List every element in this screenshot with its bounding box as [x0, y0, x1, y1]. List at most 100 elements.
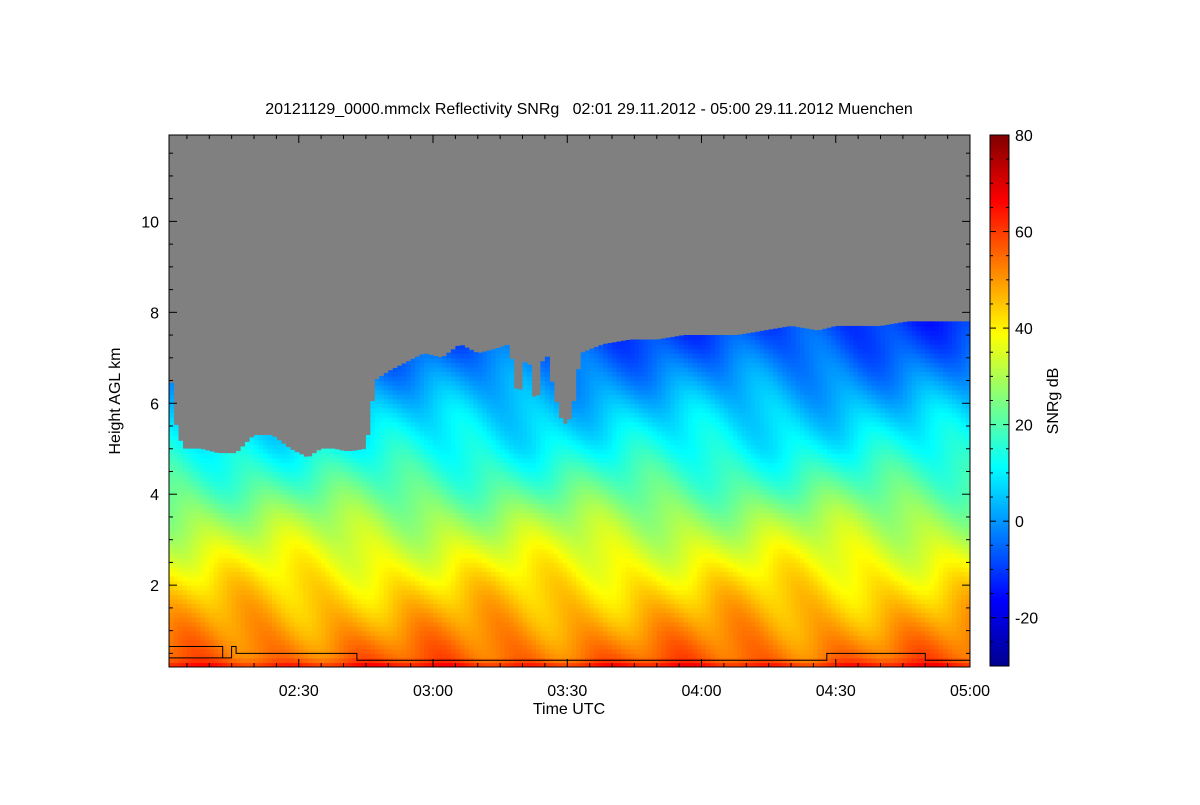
snr-cell — [500, 635, 506, 641]
snr-cell — [424, 630, 430, 636]
snr-cell — [415, 430, 421, 436]
snr-cell — [455, 430, 461, 436]
snr-cell — [401, 476, 407, 482]
snr-cell — [209, 616, 215, 623]
snr-cell — [544, 480, 550, 486]
snr-cell — [374, 521, 380, 527]
snr-cell — [544, 589, 550, 595]
snr-cell — [535, 639, 542, 645]
snr-cell — [289, 526, 295, 532]
snr-cell — [383, 375, 389, 382]
snr-cell — [374, 439, 380, 445]
snr-cell — [240, 521, 246, 527]
snr-cell — [397, 603, 403, 609]
snr-cell — [482, 562, 488, 568]
snr-cell — [325, 516, 331, 523]
snr-cell — [169, 498, 175, 504]
snr-cell — [227, 462, 233, 468]
snr-cell — [294, 494, 300, 500]
snr-cell — [544, 530, 550, 536]
snr-cell — [303, 507, 309, 513]
snr-cell — [249, 437, 255, 441]
snr-cell — [450, 576, 456, 582]
snr-cell — [473, 352, 479, 354]
snr-cell — [477, 503, 483, 509]
snr-cell — [419, 616, 425, 623]
snr-cell — [271, 576, 277, 582]
snr-cell — [464, 480, 470, 486]
snr-cell — [379, 548, 385, 554]
snr-cell — [383, 621, 389, 627]
snr-cell — [227, 489, 233, 495]
snr-cell — [446, 476, 452, 482]
snr-cell — [392, 466, 398, 473]
snr-cell — [370, 416, 376, 423]
snr-cell — [531, 580, 537, 586]
snr-cell — [513, 535, 519, 541]
snr-cell — [468, 349, 474, 354]
snr-cell — [401, 544, 407, 550]
snr-cell — [343, 485, 349, 491]
snr-cell — [379, 435, 385, 441]
snr-cell — [468, 653, 474, 659]
snr-cell — [450, 407, 456, 413]
snr-cell — [276, 576, 282, 582]
snr-cell — [195, 457, 201, 463]
snr-cell — [397, 626, 403, 632]
snr-cell — [262, 535, 269, 541]
snr-cell — [374, 557, 380, 564]
snr-cell — [374, 607, 380, 614]
snr-cell — [356, 485, 363, 491]
snr-cell — [236, 585, 242, 591]
snr-cell — [182, 616, 188, 623]
snr-cell — [334, 585, 340, 591]
snr-cell — [334, 576, 340, 582]
snr-cell — [262, 544, 269, 550]
snr-cell — [370, 485, 376, 491]
snr-cell — [482, 435, 488, 441]
snr-cell — [173, 553, 179, 559]
snr-cell — [433, 521, 439, 527]
snr-cell — [343, 648, 349, 654]
snr-cell — [549, 571, 555, 577]
snr-cell — [227, 507, 233, 513]
snr-cell — [410, 521, 416, 527]
snr-cell — [249, 585, 255, 591]
snr-cell — [522, 635, 528, 641]
snr-cell — [383, 648, 389, 654]
snr-cell — [383, 471, 389, 477]
snr-cell — [285, 447, 291, 450]
snr-cell — [370, 589, 376, 595]
snr-cell — [544, 516, 550, 523]
snr-cell — [276, 489, 282, 495]
snr-cell — [267, 566, 273, 573]
snr-cell — [473, 598, 479, 604]
snr-cell — [495, 407, 501, 413]
snr-cell — [347, 530, 354, 536]
snr-cell — [383, 557, 389, 564]
snr-cell — [249, 626, 255, 632]
snr-cell — [388, 539, 394, 545]
snr-cell — [289, 548, 295, 554]
snr-cell — [397, 485, 403, 491]
snr-cell — [191, 530, 197, 536]
snr-cell — [280, 585, 286, 591]
snr-cell — [388, 603, 394, 609]
snr-cell — [339, 507, 345, 513]
snr-cell — [352, 535, 358, 541]
snr-cell — [477, 380, 483, 386]
snr-cell — [441, 394, 448, 400]
snr-cell — [173, 571, 179, 577]
snr-cell — [401, 653, 407, 659]
snr-cell — [191, 476, 197, 482]
snr-cell — [392, 416, 398, 423]
snr-cell — [374, 548, 380, 554]
snr-cell — [513, 466, 519, 473]
snr-cell — [392, 566, 398, 573]
snr-cell — [285, 557, 291, 564]
snr-cell — [531, 621, 537, 627]
snr-cell — [334, 630, 340, 636]
snr-cell — [209, 544, 215, 550]
snr-cell — [209, 512, 215, 518]
snr-cell — [549, 381, 555, 386]
